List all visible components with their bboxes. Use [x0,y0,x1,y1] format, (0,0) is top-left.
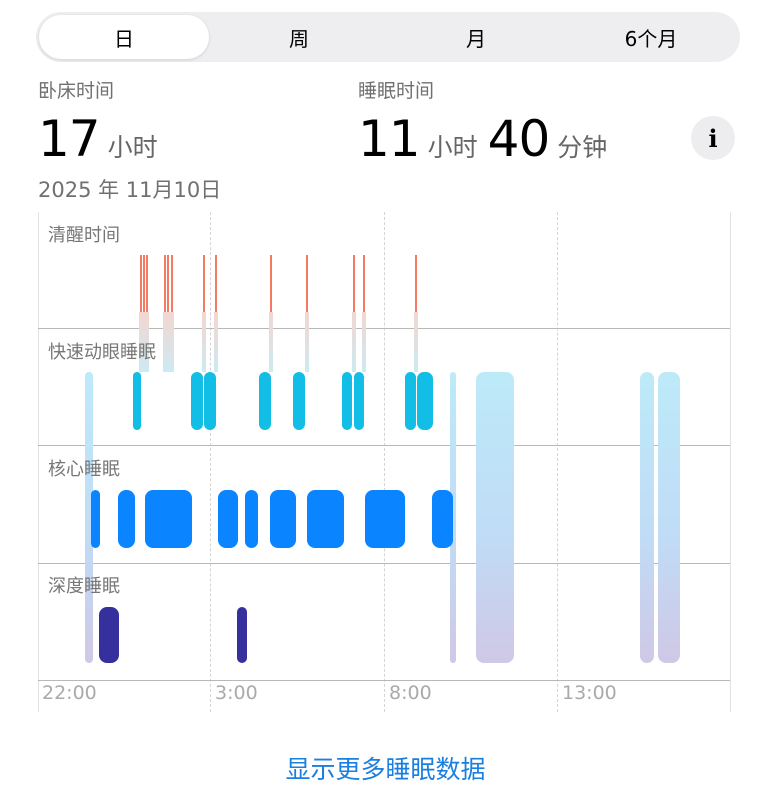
rem-sleep-segment [133,372,142,430]
awake-connector [170,312,175,372]
x-tick-label: 8:00 [389,682,432,704]
rem-sleep-segment [404,372,416,430]
core-sleep-segment [217,490,239,548]
sleep-stages-chart: 清醒时间 快速动眼睡眠 核心睡眠 深度睡眠 22:00 3:00 8:00 13… [0,205,771,715]
axis-left [38,212,39,712]
in-bed-value: 17 小时 [38,110,168,168]
range-segmented-control: 日 周 月 6个月 [36,12,740,62]
tab-month[interactable]: 月 [466,26,486,51]
rem-sleep-segment [292,372,305,430]
awake-connector [201,312,206,372]
x-tick-label: 22:00 [42,682,97,704]
awake-marker [202,255,205,312]
asleep-hours: 11 [358,110,421,168]
asleep-unspecified-bar [475,372,514,663]
core-sleep-segment [245,490,258,548]
x-tick-label: 13:00 [562,682,617,704]
tab-week[interactable]: 周 [289,26,309,51]
core-sleep-segment [364,490,405,548]
awake-marker [167,255,170,312]
lane-label-rem: 快速动眼睡眠 [48,342,156,363]
awake-marker [142,255,145,312]
tab-6-months[interactable]: 6个月 [624,26,678,51]
core-sleep-segment [118,490,135,548]
awake-connector [362,312,367,372]
lane-label-awake: 清醒时间 [48,225,120,246]
awake-marker [363,255,366,312]
asleep-label: 睡眠时间 [358,80,435,102]
rem-sleep-segment [354,372,364,430]
rem-sleep-segment [190,372,203,430]
awake-marker [215,255,218,312]
awake-marker [145,255,148,312]
asleep-unspecified-bar [640,372,654,663]
gridline-8 [384,212,385,712]
x-tick-label: 3:00 [215,682,258,704]
asleep-hours-unit: 小时 [427,133,478,162]
show-more-sleep-data-link[interactable]: 显示更多睡眠数据 [285,755,486,784]
rem-sleep-segment [204,372,217,430]
core-sleep-segment [306,490,345,548]
awake-connector [214,312,219,372]
lane-label-core: 核心睡眠 [48,459,120,480]
deep-sleep-segment [236,607,247,663]
in-bed-hours: 17 [38,110,101,168]
core-sleep-segment [269,490,296,548]
lane-divider [38,328,730,329]
in-bed-hours-unit: 小时 [107,133,158,162]
rem-sleep-segment [341,372,352,430]
asleep-unspecified-bar [657,372,680,663]
lane-label-deep: 深度睡眠 [48,576,120,597]
awake-marker [163,255,166,312]
awake-connector [351,312,356,372]
x-axis [38,680,730,681]
core-sleep-segment [145,490,192,548]
awake-marker [140,255,143,312]
axis-right [730,212,731,712]
awake-marker [415,255,418,312]
awake-marker [171,255,174,312]
awake-connector [305,312,310,372]
lane-divider [38,563,730,564]
awake-connector [144,312,149,372]
awake-connector [268,312,273,372]
awake-marker [352,255,355,312]
gridline-13 [557,212,558,712]
date-label: 2025 年 11月10日 [38,178,222,202]
asleep-unspecified-bar [84,372,93,663]
tab-day[interactable]: 日 [39,15,209,59]
info-button[interactable]: i [691,116,735,160]
awake-marker [306,255,309,312]
asleep-value: 11 小时 40 分钟 [358,110,617,168]
awake-connector [162,312,167,372]
in-bed-label: 卧床时间 [38,80,115,102]
awake-connector [139,312,144,372]
gridline-3 [210,212,211,712]
deep-sleep-segment [99,607,119,663]
core-sleep-segment [431,490,454,548]
core-sleep-segment [91,490,100,548]
asleep-minutes: 40 [487,110,551,168]
awake-connector [141,312,146,372]
awake-connector [166,312,171,372]
asleep-minutes-unit: 分钟 [557,133,608,162]
awake-marker [269,255,272,312]
rem-sleep-segment [416,372,433,430]
awake-connector [414,312,419,372]
rem-sleep-segment [258,372,271,430]
lane-divider [38,445,730,446]
